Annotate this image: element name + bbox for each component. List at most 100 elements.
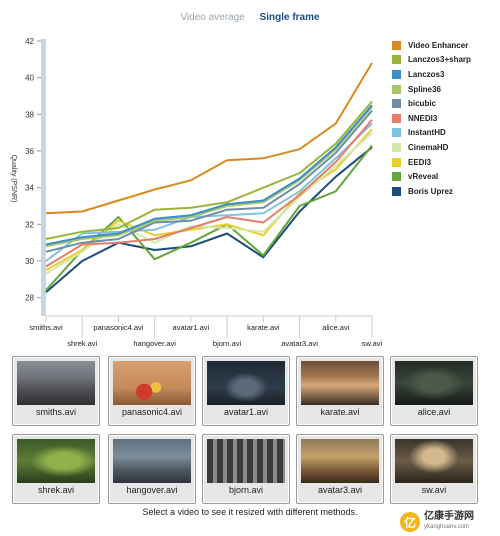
legend-item-video-enhancer[interactable]: Video Enhancer [392,38,471,53]
thumbnail-image [301,361,379,405]
legend-item-vreveal[interactable]: vReveal [392,169,471,184]
thumbnail-image [395,439,473,483]
video-thumbnail-panasonic4[interactable]: panasonic4.avi [108,356,196,426]
y-tick-label: 28 [25,294,34,303]
thumbnail-label: shrek.avi [37,485,74,495]
watermark: 亿 亿康手游网 ykanghuanv.com [400,510,492,534]
x-tick-label: alice.avi [322,323,349,332]
legend-swatch [392,99,401,109]
thumbnail-label: smiths.avi [35,407,76,417]
legend-item-bicubic[interactable]: bicubic [392,96,471,111]
thumbnail-label: hangover.avi [126,485,178,495]
thumbnail-image [207,439,285,483]
x-tick-label: panasonic4.avi [93,323,143,332]
series-line-vreveal [45,144,373,291]
x-tick-label: hangover.avi [133,339,176,348]
video-thumbnail-hangover[interactable]: hangover.avi [108,434,196,504]
x-tick-label: avatar1.avi [173,323,210,332]
legend-swatch [392,172,401,182]
thumbnail-label: karate.avi [320,407,360,417]
watermark-logo-icon: 亿 [400,512,420,532]
series-line-lanczos3 [45,104,373,246]
watermark-title: 亿康手游网 [424,511,474,522]
video-thumbnail-smiths[interactable]: smiths.avi [12,356,100,426]
watermark-url: ykanghuanv.com [424,524,469,530]
legend-item-instanthd[interactable]: InstantHD [392,126,471,141]
y-tick-label: 42 [25,37,34,46]
series-line-spline36 [45,106,373,248]
thumbnail-label: bjorn.avi [228,485,264,495]
y-axis-label: Quality (PSNR) [10,155,17,203]
y-tick-label: 34 [25,184,34,193]
thumbnail-label: sw.avi [421,485,447,495]
legend-swatch [392,186,401,196]
legend-label: vReveal [408,172,439,182]
thumbnail-label: avatar3.avi [317,485,363,495]
series-line-boris-uprez [45,146,373,293]
legend-label: Lanczos3 [408,69,445,79]
legend-swatch [392,84,401,94]
tab-video-average[interactable]: Video average [180,12,245,23]
legend-item-spline36[interactable]: Spline36 [392,82,471,97]
thumbnail-label: alice.avi [417,407,451,417]
series-line-eedi3 [45,128,373,272]
thumbnail-image [17,361,95,405]
x-tick-label: karate.avi [247,323,280,332]
legend-swatch [392,128,401,138]
y-tick-label: 40 [25,74,34,83]
x-tick-label: avatar3.avi [281,339,318,348]
video-thumbnail-avatar3[interactable]: avatar3.avi [296,434,384,504]
legend-label: Boris Uprez [408,186,453,196]
legend-label: Lanczos3+sharp [408,55,471,65]
legend-item-eedi3[interactable]: EEDI3 [392,155,471,170]
series-line-video-enhancer [45,62,373,215]
legend-label: Spline36 [408,84,441,94]
psnr-line-chart: 28 30 32 34 36 38 40 42 Quality (PSNR) smiths.avi… [10,37,383,348]
legend-label: Video Enhancer [408,40,469,50]
instruction-caption: Select a video to see it resized with di… [142,507,358,517]
x-tick-label: smiths.avi [29,323,63,332]
legend-item-nnedi3[interactable]: NNEDI3 [392,111,471,126]
legend-swatch [392,55,401,65]
watermark-text: 亿康手游网 ykanghuanv.com [424,511,474,533]
thumbnail-image [395,361,473,405]
video-thumbnail-bjorn[interactable]: bjorn.avi [202,434,290,504]
x-tick-label: shrek.avi [67,339,97,348]
x-tick-label: sw.avi [362,339,383,348]
thumbnail-image [113,361,191,405]
thumbnail-label: avatar1.avi [223,407,269,417]
legend-label: NNEDI3 [408,113,438,123]
video-thumbnail-sw[interactable]: sw.avi [390,434,478,504]
thumbnail-label: panasonic4.avi [121,407,183,417]
legend-swatch [392,113,401,123]
legend-item-lanczos3-sharp[interactable]: Lanczos3+sharp [392,53,471,68]
legend-label: EEDI3 [408,157,432,167]
y-tick-label: 32 [25,220,34,229]
x-tick-label: bjorn.avi [213,339,242,348]
series-line-lanczos3-sharp [45,100,373,240]
legend-item-boris-uprez[interactable]: Boris Uprez [392,184,471,199]
legend-swatch [392,157,401,167]
y-axis-bar [41,39,46,316]
legend-item-lanczos3[interactable]: Lanczos3 [392,67,471,82]
view-tabs: Video average Single frame [0,12,500,23]
series-line-bicubic [45,110,373,253]
video-thumbnail-karate[interactable]: karate.avi [296,356,384,426]
thumbnail-image [113,439,191,483]
video-thumbnail-avatar1[interactable]: avatar1.avi [202,356,290,426]
legend-item-cinemahd[interactable]: CinemaHD [392,140,471,155]
legend-label: InstantHD [408,128,446,138]
series-line-nnedi3 [45,119,373,268]
legend-label: bicubic [408,99,437,109]
tab-single-frame[interactable]: Single frame [259,12,320,23]
y-tick-label: 30 [25,257,34,266]
legend-swatch [392,142,401,152]
legend-swatch [392,69,401,79]
video-thumbnail-shrek[interactable]: shrek.avi [12,434,100,504]
chart-legend: Video Enhancer Lanczos3+sharp Lanczos3 Spli… [392,38,471,199]
thumbnail-image [207,361,285,405]
thumbnail-image [301,439,379,483]
thumbnail-image [17,439,95,483]
legend-label: CinemaHD [408,142,449,152]
video-thumbnail-alice[interactable]: alice.avi [390,356,478,426]
